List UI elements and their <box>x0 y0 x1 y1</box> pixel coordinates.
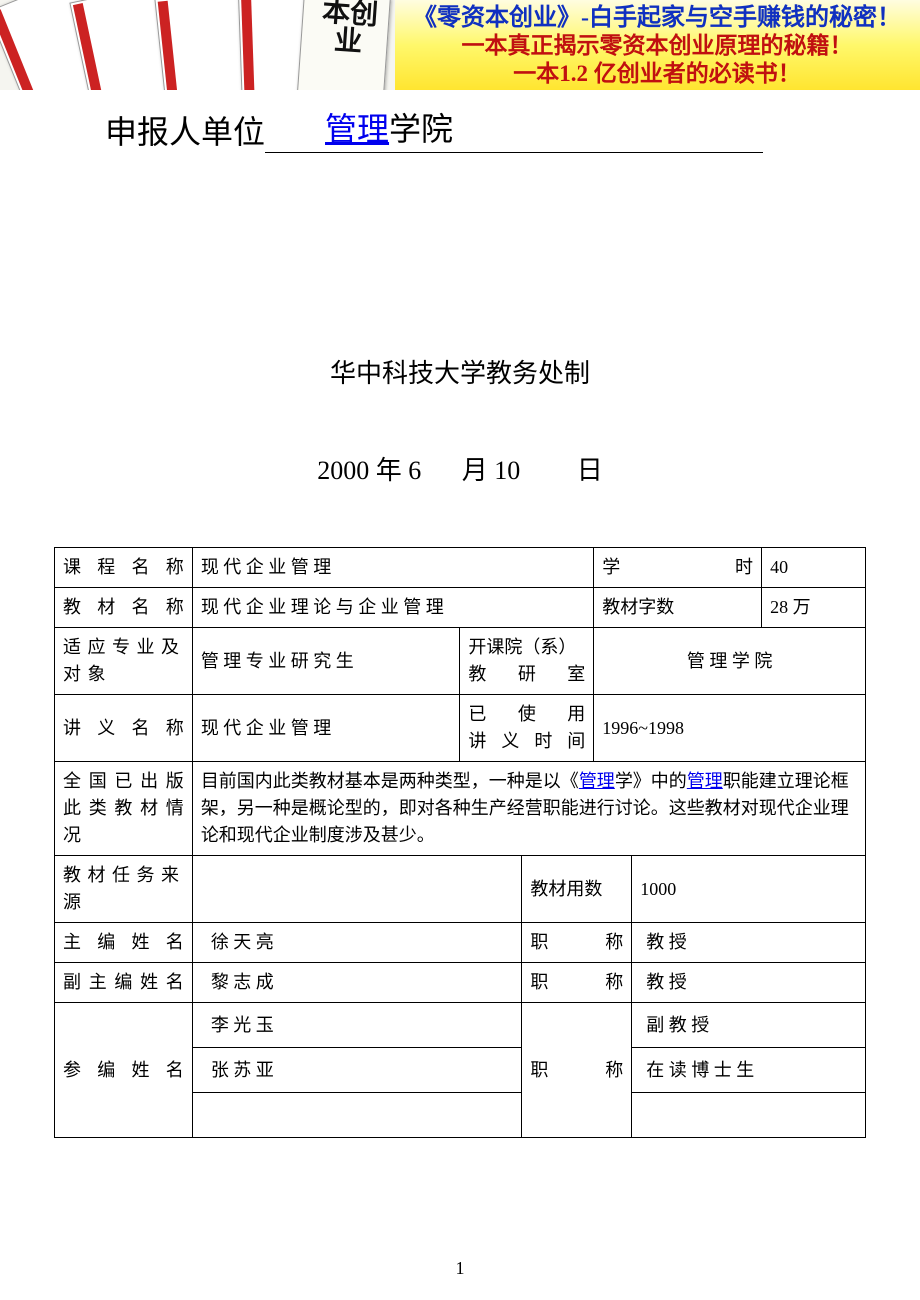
value-textbook-name: 现 代 企 业 理 论 与 企 业 管 理 <box>192 588 593 628</box>
value-chief-title: 教 授 <box>632 923 866 963</box>
coeditor-title-2: 在 读 博 士 生 <box>632 1048 866 1093</box>
banner-line-1: 《零资本创业》-白手起家与空手赚钱的秘密！ <box>400 4 914 32</box>
coeditor-title-1: 副 教 授 <box>632 1003 866 1048</box>
day: 10 <box>494 456 520 485</box>
row-coeditor-1: 参 编 姓 名 李 光 玉 职 称 副 教 授 <box>55 1003 866 1048</box>
row-deputy-editor: 副 主 编 姓 名 黎 志 成 职 称 教 授 <box>55 963 866 1003</box>
page-number: 1 <box>0 1258 920 1279</box>
banner-books: 本创业 <box>0 0 395 90</box>
row-course-name: 课 程 名 称 现 代 企 业 管 理 学 时 40 <box>55 548 866 588</box>
value-published-status: 目前国内此类教材基本是两种类型，一种是以《管理学》中的管理职能建立理论框架，另一… <box>192 762 865 856</box>
value-used-period: 1996~1998 <box>594 695 866 762</box>
label-department: 开课院（系） 教 研 室 <box>460 628 594 695</box>
applicant-unit-suffix: 学院 <box>389 111 453 147</box>
row-chief-editor: 主 编 姓 名 徐 天 亮 职 称 教 授 <box>55 923 866 963</box>
management-link[interactable]: 管理 <box>325 111 389 147</box>
value-task-source <box>192 856 522 923</box>
banner-title: 《零资本创业》 <box>413 5 581 31</box>
value-lecture-name: 现 代 企 业 管 理 <box>192 695 460 762</box>
row-published-status: 全 国 已 出 版 此 类 教 材 情 况 目前国内此类教材基本是两种类型，一种… <box>55 762 866 856</box>
link-management-2[interactable]: 管理 <box>687 771 723 791</box>
row-textbook-name: 教 材 名 称 现 代 企 业 理 论 与 企 业 管 理 教材字数 28 万 <box>55 588 866 628</box>
applicant-unit-line: 申报人单位管理学院 <box>105 104 920 153</box>
label-deputy-editor: 副 主 编 姓 名 <box>55 963 193 1003</box>
row-major: 适 应 专 业 及 对 象 管 理 专 业 研 究 生 开课院（系） 教 研 室… <box>55 628 866 695</box>
month: 6 <box>408 456 421 485</box>
form-table: 课 程 名 称 现 代 企 业 管 理 学 时 40 教 材 名 称 现 代 企… <box>54 547 866 1138</box>
label-task-source: 教 材 任 务 来 源 <box>55 856 193 923</box>
value-hours: 40 <box>762 548 866 588</box>
issuer: 华中科技大学教务处制 <box>0 353 920 390</box>
coeditor-title-3 <box>632 1093 866 1138</box>
banner-line-2: 一本真正揭示零资本创业原理的秘籍！ <box>400 32 914 60</box>
applicant-unit-value: 管理学院 <box>265 104 763 153</box>
label-coeditors: 参 编 姓 名 <box>55 1003 193 1138</box>
value-deputy-title: 教 授 <box>632 963 866 1003</box>
label-chief-title: 职 称 <box>522 923 632 963</box>
label-used-period: 已 使 用 讲 义 时 间 <box>460 695 594 762</box>
label-word-count: 教材字数 <box>594 588 762 628</box>
value-department: 管 理 学 院 <box>594 628 866 695</box>
coeditor-name-3 <box>192 1093 522 1138</box>
label-course-name: 课 程 名 称 <box>55 548 193 588</box>
label-published-status: 全 国 已 出 版 此 类 教 材 情 况 <box>55 762 193 856</box>
banner-subtitle: -白手起家与空手赚钱的秘密！ <box>581 5 901 31</box>
label-textbook-name: 教 材 名 称 <box>55 588 193 628</box>
value-word-count: 28 万 <box>762 588 866 628</box>
label-coeditor-title: 职 称 <box>522 1003 632 1138</box>
value-course-name: 现 代 企 业 管 理 <box>192 548 593 588</box>
label-deputy-title: 职 称 <box>522 963 632 1003</box>
applicant-unit-label: 申报人单位 <box>105 114 265 150</box>
book-5: 本创业 <box>296 0 391 90</box>
value-usage-count: 1000 <box>632 856 866 923</box>
banner-text: 《零资本创业》-白手起家与空手赚钱的秘密！ 一本真正揭示零资本创业原理的秘籍！ … <box>400 4 914 88</box>
label-usage-count: 教材用数 <box>522 856 632 923</box>
value-chief-editor: 徐 天 亮 <box>192 923 522 963</box>
coeditor-name-2: 张 苏 亚 <box>192 1048 522 1093</box>
link-management-1[interactable]: 管理 <box>579 771 615 791</box>
book-title: 本创业 <box>309 0 390 59</box>
ad-banner: 本创业 《零资本创业》-白手起家与空手赚钱的秘密！ 一本真正揭示零资本创业原理的… <box>0 0 920 90</box>
date-line: 2000 年 6 月 10 日 <box>0 450 920 487</box>
banner-line-3: 一本1.2 亿创业者的必读书！ <box>400 60 914 88</box>
value-deputy-editor: 黎 志 成 <box>192 963 522 1003</box>
label-hours: 学 时 <box>594 548 762 588</box>
value-major: 管 理 专 业 研 究 生 <box>192 628 460 695</box>
coeditor-name-1: 李 光 玉 <box>192 1003 522 1048</box>
year: 2000 <box>317 456 369 485</box>
label-chief-editor: 主 编 姓 名 <box>55 923 193 963</box>
label-major: 适 应 专 业 及 对 象 <box>55 628 193 695</box>
label-lecture-name: 讲 义 名 称 <box>55 695 193 762</box>
row-lecture-name: 讲 义 名 称 现 代 企 业 管 理 已 使 用 讲 义 时 间 1996~1… <box>55 695 866 762</box>
row-task-source: 教 材 任 务 来 源 教材用数 1000 <box>55 856 866 923</box>
